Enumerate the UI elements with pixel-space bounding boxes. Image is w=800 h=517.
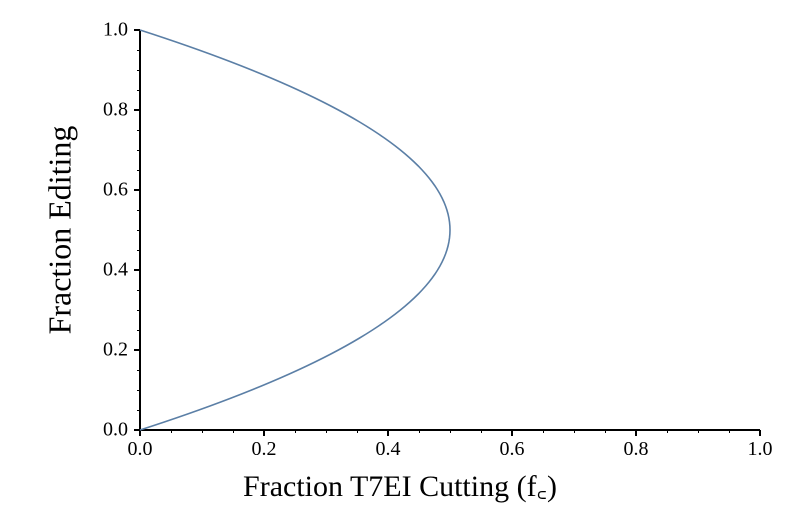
x-tick: [635, 430, 637, 436]
x-tick-label: 0.4: [376, 438, 401, 461]
x-tick: [759, 430, 761, 436]
plot-area: 0.00.20.40.60.81.00.00.20.40.60.81.0: [140, 30, 760, 430]
x-minor-tick: [543, 430, 544, 433]
y-tick-label: 0.4: [88, 259, 128, 282]
x-minor-tick: [419, 430, 420, 433]
x-tick: [387, 430, 389, 436]
x-tick: [511, 430, 513, 436]
y-tick-label: 0.0: [88, 419, 128, 442]
y-tick-label: 0.8: [88, 99, 128, 122]
x-tick-label: 1.0: [748, 438, 773, 461]
x-tick: [263, 430, 265, 436]
editing-curve: [140, 30, 450, 430]
curve-svg: [140, 30, 760, 430]
chart-container: 0.00.20.40.60.81.00.00.20.40.60.81.0 Fra…: [0, 0, 800, 517]
x-tick-label: 0.8: [624, 438, 649, 461]
x-tick-label: 0.0: [128, 438, 153, 461]
x-minor-tick: [698, 430, 699, 433]
x-axis-label: Fraction T7EI Cutting (f꜀): [0, 464, 800, 505]
x-minor-tick: [233, 430, 234, 433]
y-axis-label: Fraction Editing: [42, 126, 79, 335]
x-tick-label: 0.2: [252, 438, 277, 461]
x-minor-tick: [574, 430, 575, 433]
y-tick-label: 1.0: [88, 19, 128, 42]
x-minor-tick: [326, 430, 327, 433]
x-minor-tick: [295, 430, 296, 433]
y-tick-label: 0.6: [88, 179, 128, 202]
x-minor-tick: [450, 430, 451, 433]
x-minor-tick: [667, 430, 668, 433]
x-tick: [139, 430, 141, 436]
x-minor-tick: [729, 430, 730, 433]
x-tick-label: 0.6: [500, 438, 525, 461]
x-minor-tick: [202, 430, 203, 433]
x-minor-tick: [357, 430, 358, 433]
x-minor-tick: [605, 430, 606, 433]
x-minor-tick: [171, 430, 172, 433]
y-tick-label: 0.2: [88, 339, 128, 362]
x-minor-tick: [481, 430, 482, 433]
